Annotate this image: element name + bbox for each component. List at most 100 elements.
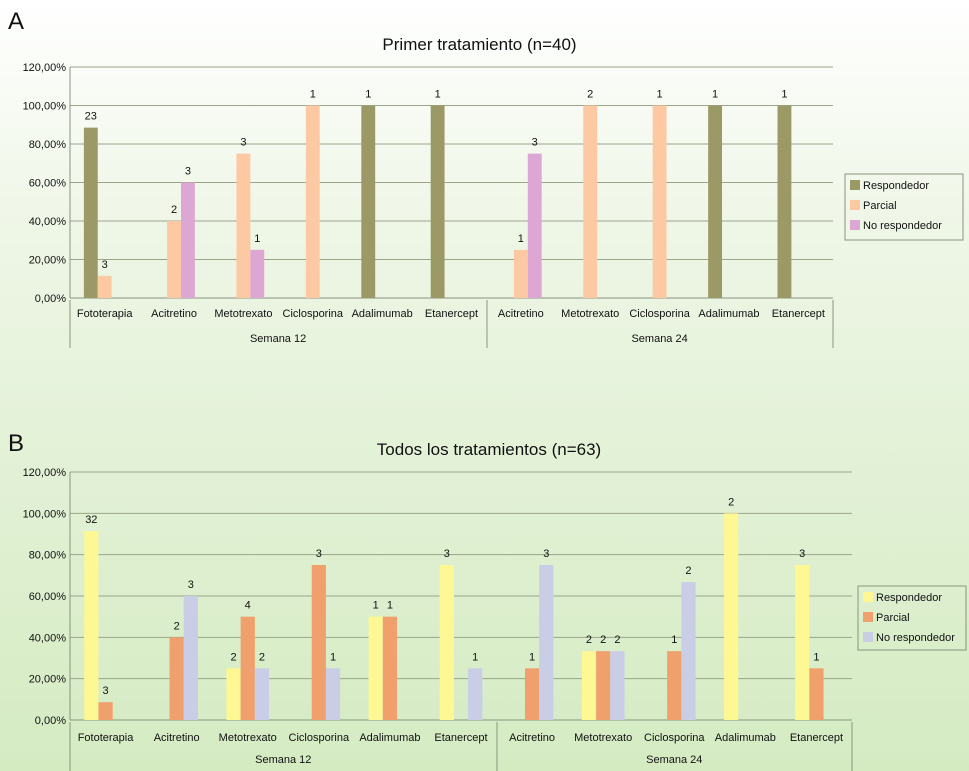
category-label-b: Metotrexato [574,732,632,744]
data-label-a: 1 [518,233,524,245]
bar-a-parcial [513,249,528,298]
bar-b-parcial [809,668,824,720]
category-label-b: Acitretino [154,732,200,744]
bar-b-no-respondedor [183,596,198,720]
bar-b-no-respondedor [254,668,270,720]
bar-b-respondedor [724,513,739,720]
legend-box-b [857,585,967,651]
data-label-a: 1 [310,89,316,101]
bar-b-parcial [667,651,682,720]
y-tick-label-a: 80,00% [29,139,67,151]
category-label-a: Etanercept [772,308,825,320]
data-label-b: 1 [387,600,393,612]
bar-a-respondedor [777,105,792,298]
group-label-a: Semana 12 [250,333,306,345]
data-label-b: 1 [813,651,819,663]
category-label-a: Ciclosporina [629,308,690,320]
y-tick-label-b: 40,00% [29,632,67,644]
data-label-b: 2 [174,620,180,632]
legend-swatch-a [850,180,860,190]
category-label-a: Acitretino [151,308,197,320]
data-label-a: 1 [781,89,787,101]
category-label-a: Adalimumab [352,308,413,320]
category-label-a: Ciclosporina [283,308,344,320]
data-label-b: 2 [259,651,265,663]
bar-a-parcial [305,105,320,298]
y-tick-label-a: 100,00% [23,101,67,113]
bar-b-no-respondedor [325,668,341,720]
bar-b-parcial [311,565,326,720]
bar-a-no-respondedor [180,182,195,298]
data-label-a: 1 [657,89,663,101]
y-tick-label-b: 20,00% [29,674,67,686]
bar-b-no-respondedor [610,651,625,720]
data-label-a: 23 [85,111,97,123]
data-label-b: 2 [685,565,691,577]
data-label-b: 3 [444,548,450,560]
data-label-b: 1 [472,651,478,663]
bar-b-respondedor [439,565,454,720]
y-tick-label-b: 100,00% [23,508,67,520]
y-tick-label-a: 120,00% [23,62,67,74]
data-label-b: 3 [102,685,108,697]
bar-b-no-respondedor [539,565,554,720]
category-label-b: Metotrexato [219,732,277,744]
bar-a-parcial [583,105,598,298]
category-label-a: Fototerapia [77,308,134,320]
data-label-a: 2 [587,89,593,101]
y-tick-label-b: 60,00% [29,591,67,603]
category-label-b: Acitretino [509,732,555,744]
data-label-a: 1 [435,89,441,101]
bar-b-respondedor [795,565,810,720]
category-label-a: Acitretino [498,308,544,320]
y-tick-label-a: 60,00% [29,178,67,190]
data-label-b: 3 [188,579,194,591]
data-label-b: 3 [799,548,805,560]
category-label-b: Fototerapia [78,732,135,744]
data-label-a: 3 [240,137,246,149]
bar-b-parcial [382,616,398,720]
data-label-b: 3 [316,548,322,560]
group-label-b: Semana 12 [255,754,311,766]
chart-title-b: Todos los tratamientos (n=63) [377,440,601,459]
category-label-b: Ciclosporina [644,732,705,744]
category-label-a: Metotrexato [214,308,272,320]
panel-letter-a: A [8,8,25,35]
category-label-b: Etanercept [790,732,843,744]
bar-b-parcial [524,668,540,720]
bar-a-respondedor [430,105,445,298]
category-label-a: Metotrexato [561,308,619,320]
bar-b-parcial [596,651,611,720]
bar-a-parcial [236,153,251,298]
data-label-a: 3 [185,166,191,178]
legend-label-b: Respondedor [876,592,942,604]
bar-b-parcial [98,702,113,720]
data-label-b: 2 [614,634,620,646]
bar-b-respondedor [84,531,99,720]
y-tick-label-b: 120,00% [23,467,67,479]
data-label-b: 1 [373,600,379,612]
bar-a-parcial [167,221,181,298]
legend-swatch-b [863,592,873,602]
legend-box-a [844,173,964,241]
data-label-a: 3 [102,259,108,271]
legend-label-a: Respondedor [863,180,929,192]
legend-swatch-b [863,632,873,642]
y-tick-label-b: 80,00% [29,550,67,562]
data-label-b: 32 [85,514,97,526]
legend-swatch-a [850,220,860,230]
group-label-a: Semana 24 [631,333,687,345]
bar-b-no-respondedor [681,582,696,720]
data-label-a: 1 [365,89,371,101]
y-tick-label-a: 0,00% [35,293,66,305]
category-label-b: Etanercept [434,732,487,744]
y-tick-label-a: 20,00% [29,255,67,267]
category-label-b: Adalimumab [359,732,420,744]
legend-label-b: No respondedor [876,632,955,644]
bar-a-respondedor [708,105,723,298]
data-label-b: 4 [245,600,251,612]
legend-swatch-a [850,200,860,210]
category-label-a: Etanercept [425,308,478,320]
data-label-b: 1 [671,634,677,646]
